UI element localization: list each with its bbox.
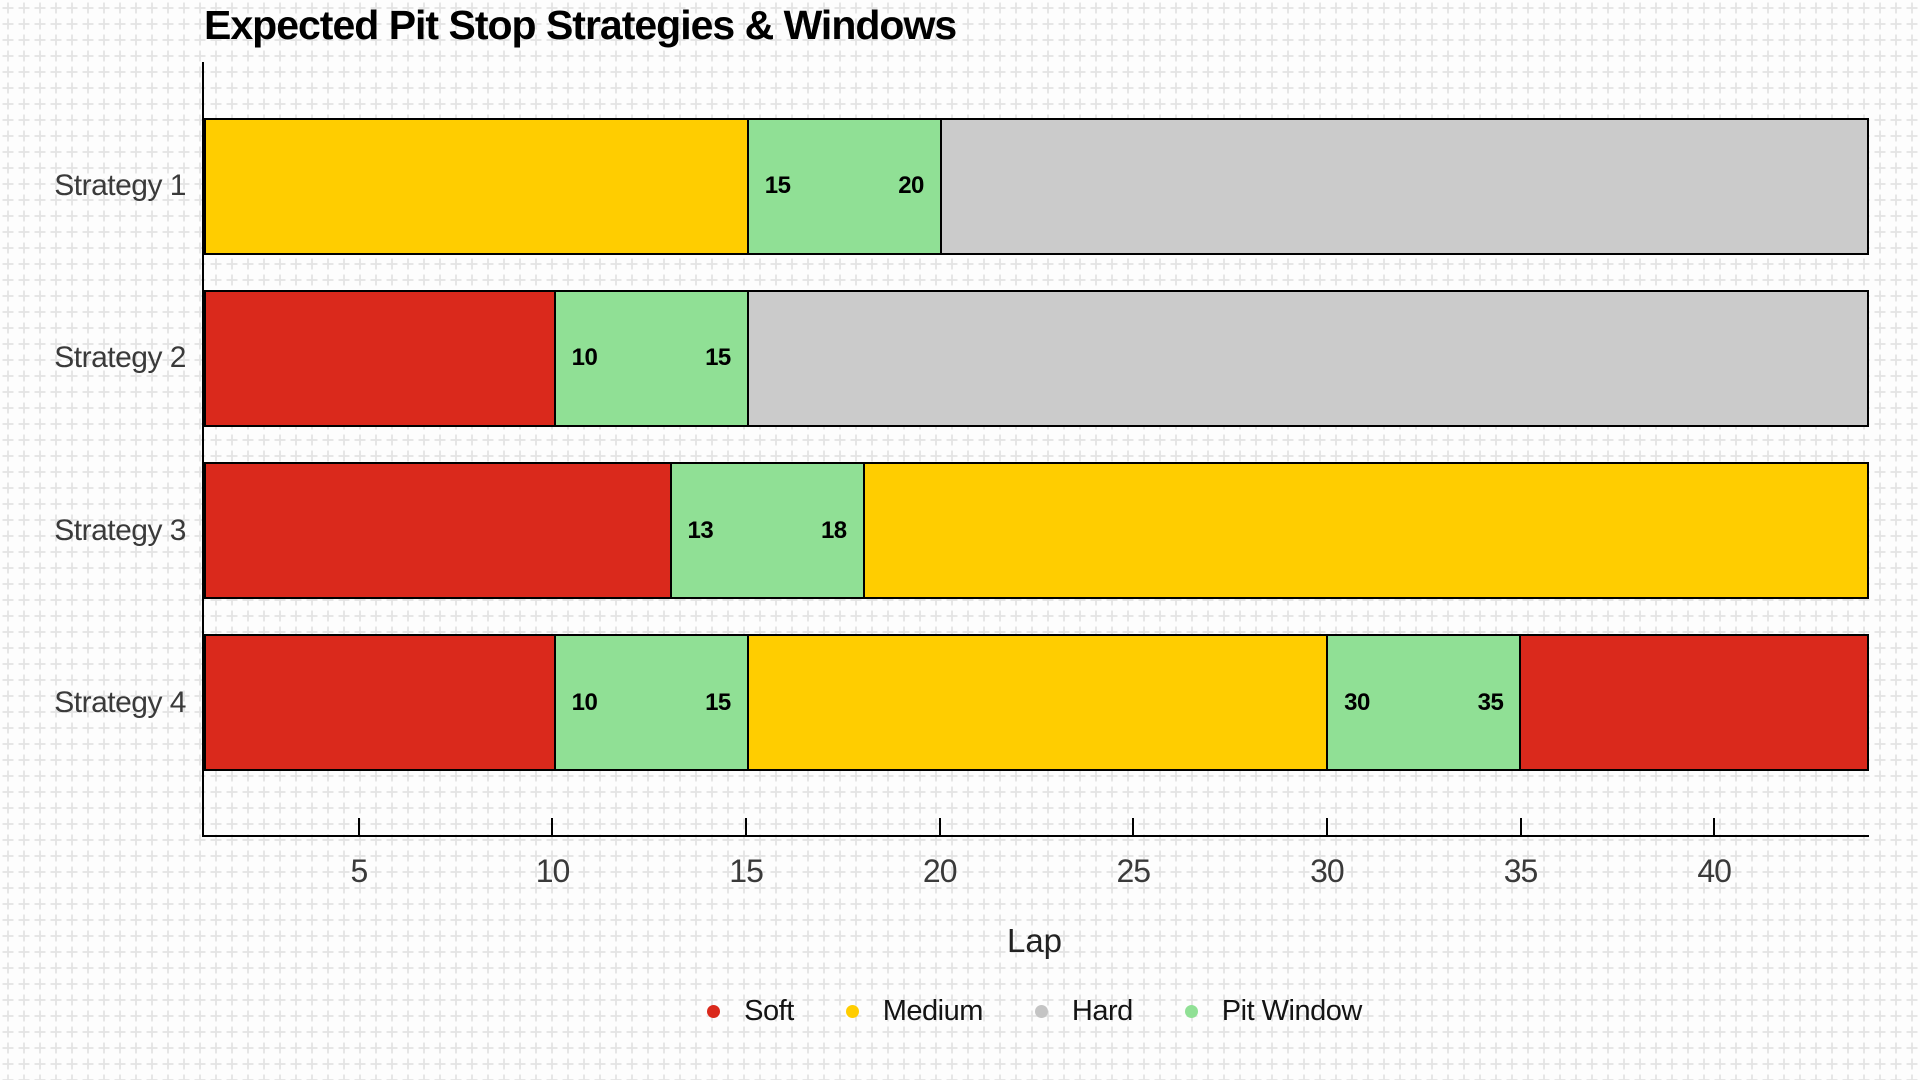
pit-window-start-label: 30 bbox=[1344, 688, 1370, 716]
segment-soft bbox=[206, 636, 554, 770]
pit-window-start-label: 10 bbox=[571, 688, 598, 716]
legend-marker-pit-window bbox=[1184, 1005, 1198, 1018]
x-tick-label: 20 bbox=[922, 853, 958, 889]
pit-window-end-label: 15 bbox=[705, 688, 731, 716]
segment-hard bbox=[746, 291, 1867, 425]
y-axis-label: Strategy 3 bbox=[54, 513, 186, 547]
segment-pit-window: 10 15 bbox=[553, 291, 747, 425]
y-axis-label: Strategy 4 bbox=[54, 685, 186, 719]
x-tick-label: 15 bbox=[729, 853, 764, 889]
x-tick bbox=[1519, 818, 1522, 835]
x-tick-label: 40 bbox=[1697, 853, 1732, 889]
pit-window-end-label: 18 bbox=[820, 516, 847, 544]
legend-marker-hard bbox=[1034, 1005, 1048, 1018]
legend-item-medium: Medium bbox=[845, 995, 984, 1028]
segment-medium bbox=[862, 464, 1867, 598]
legend-item-pit-window: Pit Window bbox=[1184, 995, 1363, 1028]
segment-pit-window: 13 18 bbox=[669, 464, 863, 598]
legend-label: Soft bbox=[744, 995, 794, 1027]
legend-item-hard: Hard bbox=[1034, 995, 1133, 1028]
segment-pit-window: 30 35 bbox=[1326, 636, 1520, 770]
pit-window-end-label: 15 bbox=[705, 344, 731, 372]
segment-soft bbox=[1519, 636, 1867, 770]
x-tick-label: 30 bbox=[1310, 853, 1345, 889]
segment-soft bbox=[206, 291, 554, 425]
pit-window-start-label: 13 bbox=[687, 516, 714, 544]
legend-label: Pit Window bbox=[1221, 995, 1363, 1027]
x-tick bbox=[1325, 818, 1328, 835]
segment-soft bbox=[206, 464, 670, 598]
chart-title: Expected Pit Stop Strategies & Windows bbox=[204, 2, 957, 48]
pit-window-end-label: 20 bbox=[898, 172, 924, 199]
x-tick bbox=[551, 818, 554, 835]
x-tick-label: 5 bbox=[350, 853, 368, 889]
plot-area: 15 20 10 15 13 18 10 15 30 35 5 10 15 20 25 30 35 40 bbox=[202, 62, 1869, 889]
y-axis-label: Strategy 2 bbox=[54, 341, 186, 375]
pit-window-start-label: 10 bbox=[571, 344, 598, 372]
segment-medium bbox=[206, 119, 747, 253]
x-tick-label: 10 bbox=[535, 853, 571, 889]
bar-row-strategy-2: 10 15 bbox=[204, 289, 1869, 427]
segment-hard bbox=[939, 119, 1867, 253]
segment-pit-window: 15 20 bbox=[746, 119, 940, 253]
x-tick bbox=[938, 818, 941, 835]
legend-marker-medium bbox=[845, 1005, 859, 1018]
y-axis-label: Strategy 1 bbox=[54, 169, 186, 202]
legend-item-soft: Soft bbox=[707, 995, 794, 1028]
legend: Soft Medium Hard Pit Window bbox=[202, 995, 1867, 1028]
legend-label: Medium bbox=[882, 995, 984, 1027]
pit-window-end-label: 35 bbox=[1477, 688, 1504, 716]
legend-label: Hard bbox=[1071, 995, 1133, 1027]
bar-row-strategy-3: 13 18 bbox=[204, 462, 1869, 600]
legend-marker-soft bbox=[707, 1005, 721, 1018]
x-tick bbox=[745, 818, 748, 835]
bar-row-strategy-4: 10 15 30 35 bbox=[204, 634, 1869, 772]
x-tick bbox=[1132, 818, 1135, 835]
segment-medium bbox=[746, 636, 1327, 770]
pit-window-start-label: 15 bbox=[764, 172, 791, 199]
x-tick-label: 35 bbox=[1503, 853, 1539, 889]
y-axis-labels: Strategy 1 Strategy 2 Strategy 3 Strategy 4 bbox=[0, 62, 186, 835]
segment-pit-window: 10 15 bbox=[553, 636, 747, 770]
x-tick bbox=[1713, 818, 1716, 835]
bar-row-strategy-1: 15 20 bbox=[204, 117, 1869, 255]
x-tick bbox=[357, 818, 360, 835]
x-tick-label: 25 bbox=[1116, 853, 1152, 889]
x-axis-label: Lap bbox=[1006, 922, 1063, 959]
